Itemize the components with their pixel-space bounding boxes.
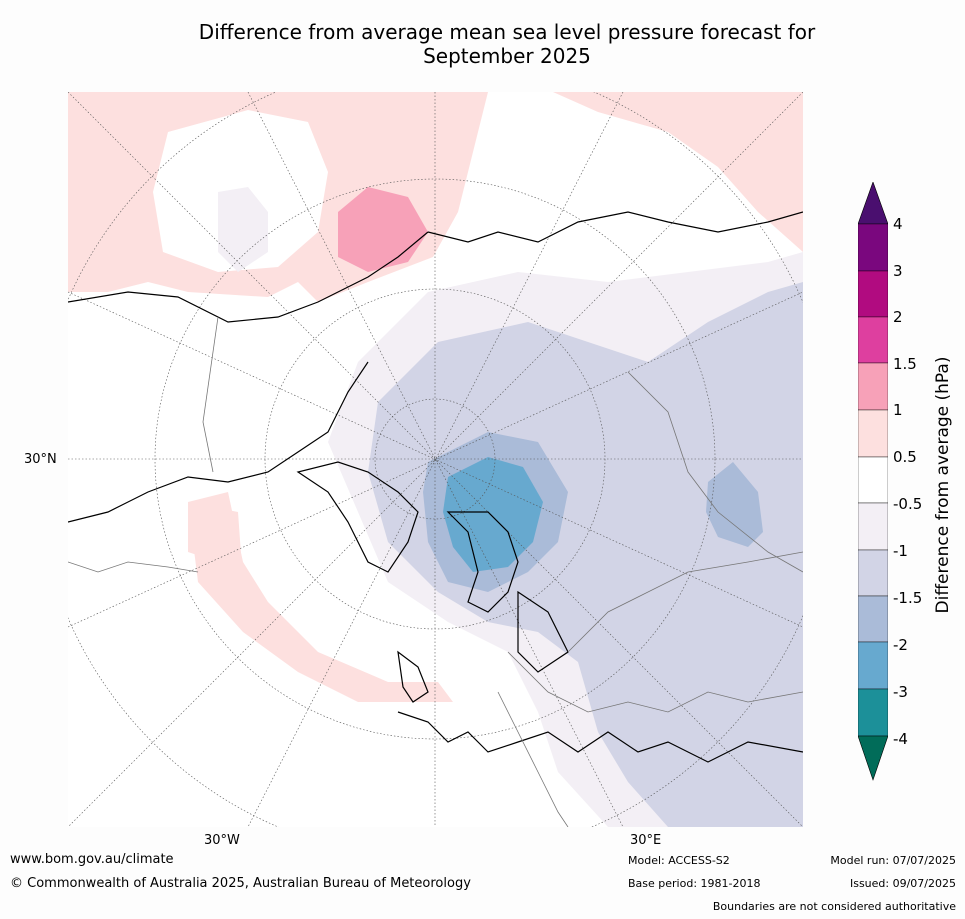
colorbar-band-neg2-neg3 bbox=[857, 641, 889, 690]
colorbar-band-neg1-neg1.5 bbox=[857, 549, 889, 597]
colorbar-tick: -2 bbox=[893, 636, 908, 654]
moderate-negative-arctic bbox=[368, 282, 803, 827]
colorbar bbox=[857, 181, 889, 782]
title-line-1: Difference from average mean sea level p… bbox=[198, 20, 816, 44]
positive-anomaly-far-east-right bbox=[553, 92, 803, 252]
colorbar-over-triangle bbox=[857, 181, 889, 225]
colorbar-tick: -1.5 bbox=[893, 589, 923, 607]
colorbar-tick: 2 bbox=[893, 308, 903, 326]
website-link[interactable]: www.bom.gov.au/climate bbox=[10, 852, 174, 867]
strong-negative-barents-core bbox=[443, 457, 543, 572]
colorbar-band-neg0.5-neg1 bbox=[857, 502, 889, 551]
issued-date: Issued: 09/07/2025 bbox=[849, 877, 956, 890]
colorbar-band-2-3 bbox=[857, 270, 889, 318]
colorbar-under-triangle bbox=[857, 735, 889, 781]
map-title: Difference from average mean sea level p… bbox=[0, 20, 965, 68]
negative-anomaly-west-siberia bbox=[706, 462, 763, 547]
copyright-text: © Commonwealth of Australia 2025, Austra… bbox=[10, 876, 471, 891]
colorbar-tick: 1.5 bbox=[893, 355, 917, 373]
colorbar-title: Difference from average (hPa) bbox=[933, 356, 953, 614]
coastlines bbox=[68, 211, 803, 763]
colorbar-tick: -0.5 bbox=[893, 495, 923, 513]
country-borders bbox=[68, 316, 803, 827]
colorbar-tick: -4 bbox=[893, 730, 908, 748]
positive-anomaly-canada-west bbox=[188, 502, 243, 582]
boundary-disclaimer: Boundaries are not considered authoritat… bbox=[712, 900, 956, 913]
colorbar-tick: 3 bbox=[893, 262, 903, 280]
colorbar-band-0.5-1 bbox=[857, 409, 889, 458]
colorbar-tick: -3 bbox=[893, 683, 908, 701]
colorbar-tick: -1 bbox=[893, 542, 908, 560]
graticule bbox=[68, 92, 803, 827]
colorbar-band-neg1.5-neg2 bbox=[857, 595, 889, 643]
weak-negative-alaska bbox=[218, 187, 268, 272]
colorbar-band-1-1.5 bbox=[857, 362, 889, 411]
lon-label-30e: 30°E bbox=[630, 833, 662, 848]
title-line-2: September 2025 bbox=[423, 44, 591, 68]
model-name: Model: ACCESS-S2 bbox=[628, 854, 730, 867]
colorbar-band-1.5-2 bbox=[857, 316, 889, 364]
colorbar-tick: 1 bbox=[893, 401, 903, 419]
lon-label-30w: 30°W bbox=[204, 833, 240, 848]
colorbar-band-3-4 bbox=[857, 223, 889, 272]
colorbar-band-neg3-neg4 bbox=[857, 688, 889, 737]
colorbar-band-neutral bbox=[857, 456, 889, 504]
colorbar-tick: 0.5 bbox=[893, 448, 917, 466]
model-run-date: Model run: 07/07/2025 bbox=[830, 854, 956, 867]
base-period: Base period: 1981-2018 bbox=[628, 877, 761, 890]
lat-label-30n: 30°N bbox=[24, 452, 57, 467]
colorbar-tick: 4 bbox=[893, 215, 903, 233]
pressure-anomaly-map bbox=[68, 92, 803, 827]
